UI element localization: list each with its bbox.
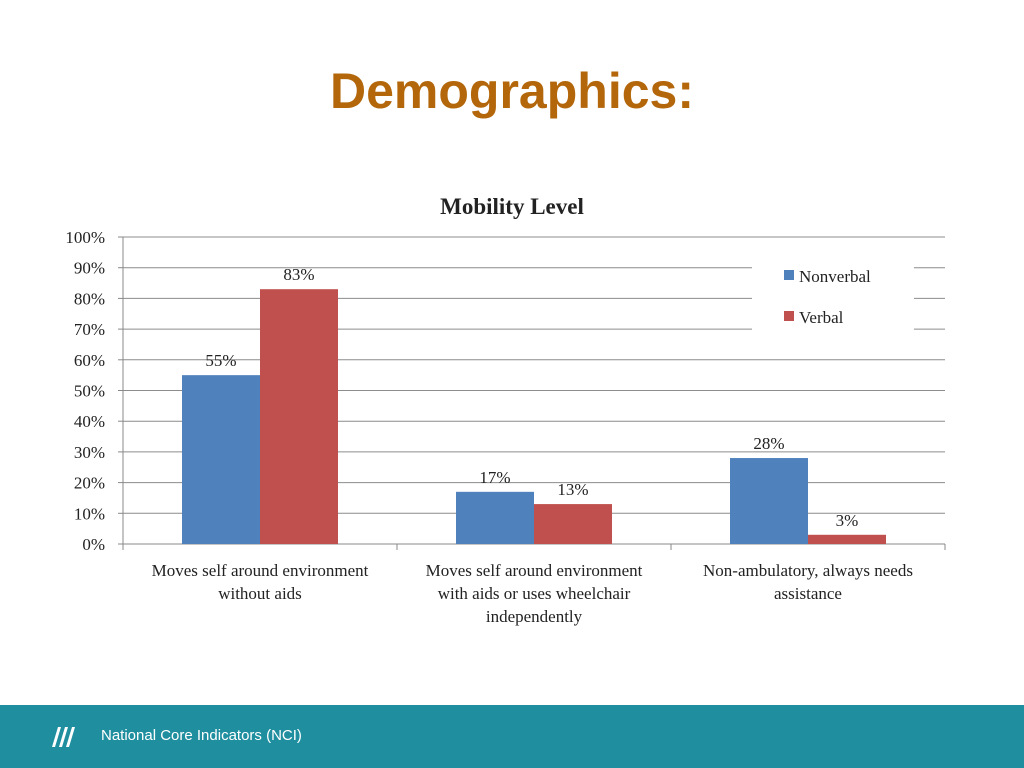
legend-box [752, 258, 914, 336]
x-tick-label: Moves self around environment [152, 561, 369, 580]
y-tick-label: 70% [74, 320, 105, 339]
legend-swatch-nonverbal [784, 270, 794, 280]
x-tick-label: assistance [774, 584, 842, 603]
y-tick-label: 40% [74, 412, 105, 431]
y-tick-label: 20% [74, 474, 105, 493]
x-tick-label: Non-ambulatory, always needs [703, 561, 913, 580]
bar-nonverbal [730, 458, 808, 544]
y-tick-label: 100% [65, 228, 105, 247]
data-label: 83% [283, 265, 314, 284]
x-tick-label: with aids or uses wheelchair [438, 584, 631, 603]
legend-label-verbal: Verbal [799, 308, 844, 327]
x-tick-label: independently [486, 607, 583, 626]
data-label: 28% [753, 434, 784, 453]
bar-verbal [808, 534, 886, 544]
y-tick-label: 10% [74, 504, 105, 523]
bar-verbal [534, 504, 612, 544]
nci-logo-icon [52, 727, 75, 747]
data-label: 17% [479, 468, 510, 487]
y-tick-label: 60% [74, 351, 105, 370]
y-tick-label: 50% [74, 382, 105, 401]
bar-verbal [260, 289, 338, 544]
footer-text: National Core Indicators (NCI) [101, 727, 302, 744]
x-tick-label: without aids [218, 584, 302, 603]
chart-title: Mobility Level [440, 194, 584, 219]
bar-nonverbal [456, 491, 534, 544]
mobility-level-chart: Mobility Level 0% 10% 20% 30% 40% 50% 60% 70% 80%… [65, 194, 946, 626]
y-tick-label: 0% [82, 535, 105, 554]
slide-title: Demographics: [330, 63, 694, 119]
legend-label-nonverbal: Nonverbal [799, 267, 871, 286]
y-tick-label: 30% [74, 443, 105, 462]
bar-nonverbal [182, 375, 260, 544]
data-label: 55% [205, 351, 236, 370]
y-tick-label: 80% [74, 289, 105, 308]
data-label: 13% [557, 480, 588, 499]
legend-swatch-verbal [784, 311, 794, 321]
x-tick-label: Moves self around environment [426, 561, 643, 580]
data-label: 3% [836, 511, 859, 530]
footer-bar: National Core Indicators (NCI) [0, 705, 1024, 768]
y-tick-label: 90% [74, 259, 105, 278]
